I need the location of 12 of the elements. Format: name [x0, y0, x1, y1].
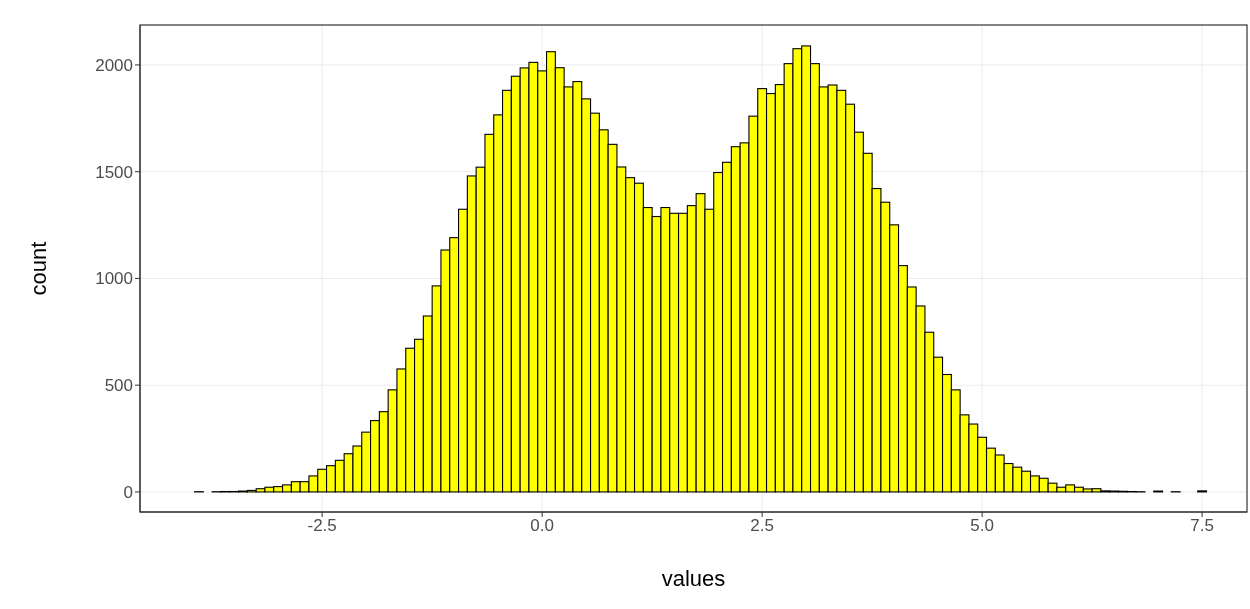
- y-tick-label: 0: [123, 482, 133, 502]
- x-tick-label: -2.5: [307, 516, 337, 536]
- x-tick-label: 5.0: [970, 516, 994, 536]
- x-tick-label: 2.5: [750, 516, 774, 536]
- y-tick-label: 1000: [95, 269, 133, 289]
- y-axis-title: count: [25, 241, 51, 296]
- y-tick-label: 1500: [95, 162, 133, 182]
- x-tick-label: 0.0: [530, 516, 554, 536]
- y-tick-label: 2000: [95, 55, 133, 75]
- x-axis-title: values: [661, 566, 726, 591]
- x-tick-label: 7.5: [1190, 516, 1214, 536]
- y-tick-label: 500: [104, 376, 133, 396]
